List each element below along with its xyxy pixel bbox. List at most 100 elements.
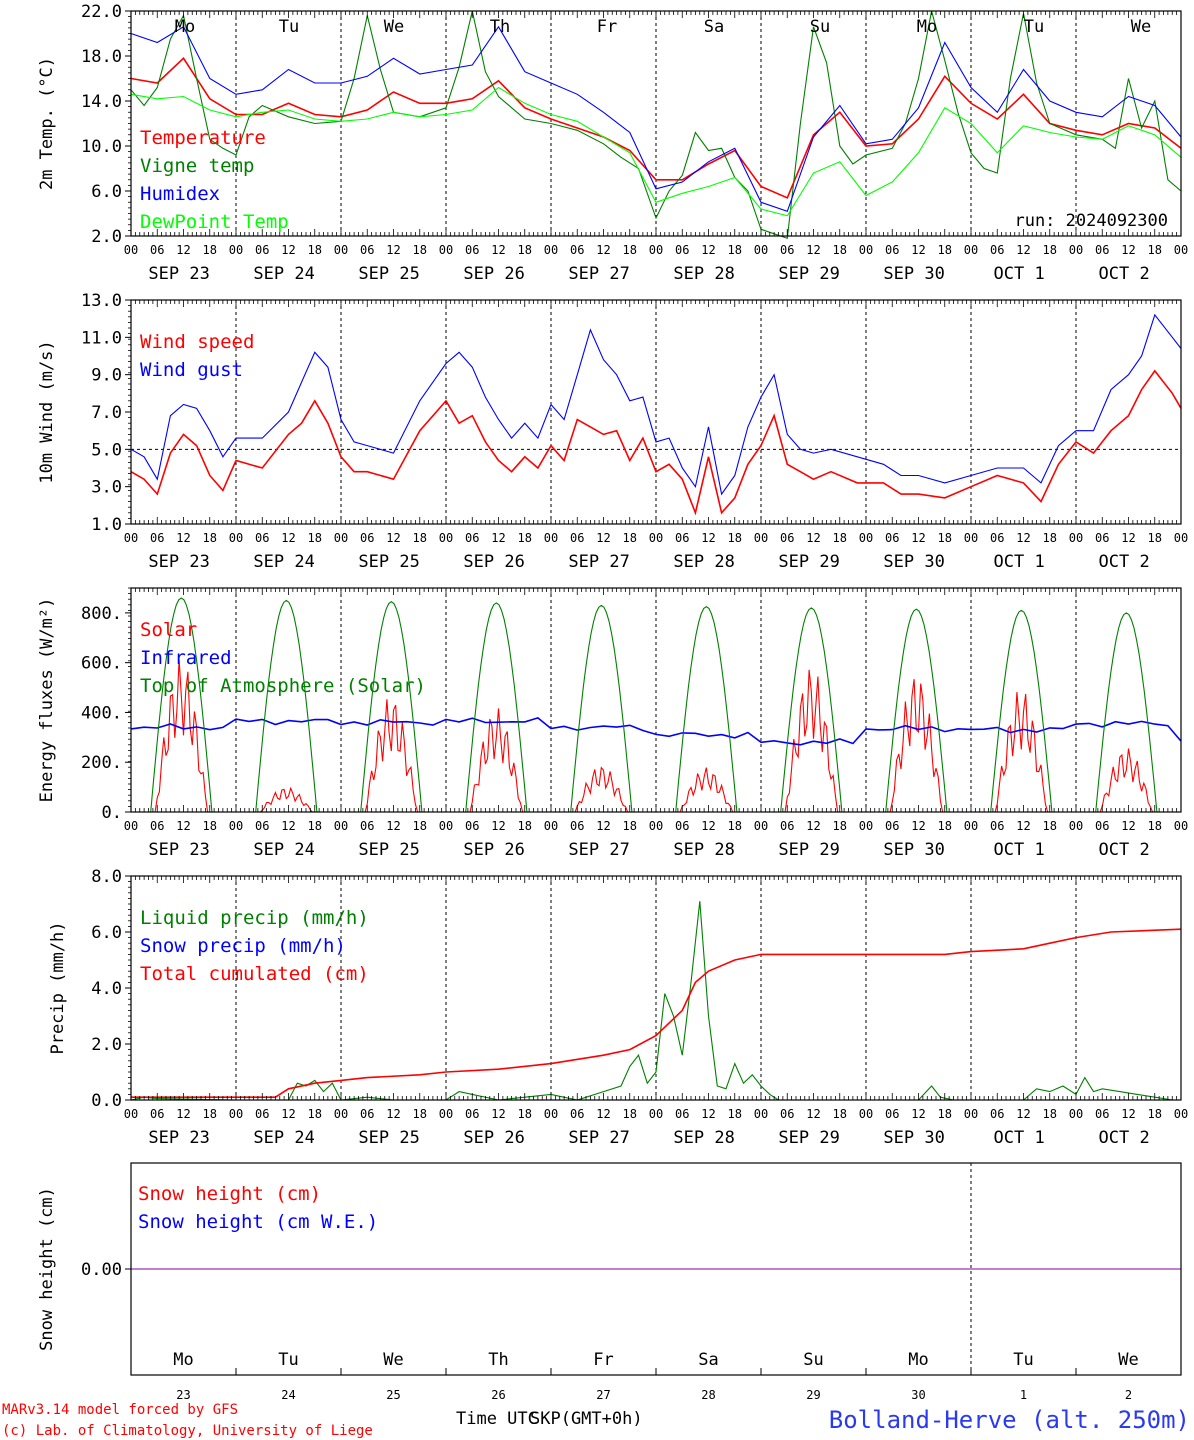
hour-tick-label: 00 <box>1069 243 1083 257</box>
legend-snow-precip: Snow precip (mm/h) <box>140 935 346 957</box>
hour-tick-label: 00 <box>334 243 348 257</box>
legend-humidex: Humidex <box>140 183 220 205</box>
hour-tick-label: 12 <box>491 819 505 833</box>
legend-liquid-precip: Liquid precip (mm/h) <box>140 907 369 929</box>
hour-tick-label: 06 <box>570 243 584 257</box>
y-tick-label: 7.0 <box>91 403 122 423</box>
hour-tick-label: 06 <box>465 243 479 257</box>
hour-tick-label: 18 <box>1148 819 1162 833</box>
hour-tick-label: 00 <box>754 819 768 833</box>
hour-tick-label: 12 <box>1121 819 1135 833</box>
y-tick-label: 18.0 <box>81 47 122 67</box>
hour-tick-label: 18 <box>518 243 532 257</box>
hour-tick-label: 00 <box>754 243 768 257</box>
date-label: SEP 25 <box>358 840 419 860</box>
hour-tick-label: 18 <box>833 819 847 833</box>
hour-tick-label: 12 <box>596 1107 610 1121</box>
hour-tick-label: 18 <box>413 1107 427 1121</box>
hour-tick-label: 18 <box>518 819 532 833</box>
time-axis-overlay: SKP(GMT+0h) <box>530 1409 643 1429</box>
hour-tick-label: 00 <box>649 1107 663 1121</box>
hour-tick-label: 12 <box>176 819 190 833</box>
panel-precip: 0.0 2.0 4.0 6.0 8.0 Precip (mm/h) 00 06 12 18 SEP … <box>48 867 1188 1148</box>
y-tick-label: 6.0 <box>91 182 122 202</box>
weekday-label: Mo <box>175 17 195 37</box>
date-label: SEP 29 <box>778 840 839 860</box>
date-label: SEP 23 <box>148 1128 209 1148</box>
date-label: SEP 24 <box>253 840 314 860</box>
weekday-label: Tu <box>279 17 299 37</box>
y-axis-label: Precip (mm/h) <box>48 921 68 1054</box>
hour-tick-label: 00 <box>649 819 663 833</box>
temperature-legend: Temperature Vigne temp Humidex DewPoint … <box>140 127 289 233</box>
hour-tick-label: 06 <box>255 1107 269 1121</box>
hour-tick-label: 06 <box>675 819 689 833</box>
hour-tick-label: 12 <box>911 819 925 833</box>
hour-tick-label: 00 <box>754 531 768 545</box>
y-tick-label: 8.0 <box>91 867 122 887</box>
date-label: OCT 2 <box>1099 552 1150 572</box>
hour-tick-label: 18 <box>938 243 952 257</box>
hour-tick-label: 00 <box>1069 1107 1083 1121</box>
day-number-label: 2 <box>1125 1388 1132 1402</box>
hour-tick-label: 12 <box>386 243 400 257</box>
hour-tick-label: 18 <box>938 531 952 545</box>
hour-tick-label: 12 <box>1016 1107 1030 1121</box>
hour-tick-label: 12 <box>1121 243 1135 257</box>
y-axis-label: Energy fluxes (W/m²) <box>37 598 57 803</box>
hour-tick-label: 00 <box>964 243 978 257</box>
hour-tick-label: 12 <box>176 531 190 545</box>
hour-tick-label: 18 <box>203 531 217 545</box>
hour-tick-label: 12 <box>806 819 820 833</box>
weekday-label: Fr <box>593 1350 613 1370</box>
y-tick-label: 0. <box>102 803 122 823</box>
panel-energy: 0. 200. 400. 600. 800. Energy fluxes (W/m²) 00… <box>37 587 1188 860</box>
hour-tick-label: 00 <box>859 819 873 833</box>
hour-tick-label: 12 <box>386 531 400 545</box>
hour-tick-label: 06 <box>885 1107 899 1121</box>
day-number-label: 26 <box>491 1388 505 1402</box>
hour-tick-label: 18 <box>203 1107 217 1121</box>
legend-dewpoint-temp: DewPoint Temp <box>140 211 289 233</box>
hour-tick-label: 00 <box>334 1107 348 1121</box>
hour-tick-label: 06 <box>885 243 899 257</box>
hour-tick-label: 18 <box>623 1107 637 1121</box>
hour-tick-label: 12 <box>491 1107 505 1121</box>
hour-tick-label: 00 <box>544 243 558 257</box>
hour-tick-label: 06 <box>570 819 584 833</box>
day-number-label: 1 <box>1020 1388 1027 1402</box>
hour-tick-label: 06 <box>675 531 689 545</box>
hour-tick-label: 00 <box>439 531 453 545</box>
hour-tick-label: 18 <box>728 819 742 833</box>
y-tick-label: 1.0 <box>91 515 122 535</box>
date-label: SEP 30 <box>883 1128 944 1148</box>
y-tick-label: 6.0 <box>91 923 122 943</box>
date-label: SEP 28 <box>673 264 734 284</box>
y-tick-label: 5.0 <box>91 440 122 460</box>
day-number-label: 27 <box>596 1388 610 1402</box>
series-line-wind-gust <box>130 313 1182 496</box>
hour-tick-label: 12 <box>701 243 715 257</box>
hour-tick-label: 12 <box>1016 243 1030 257</box>
hour-tick-label: 00 <box>1174 243 1188 257</box>
hour-tick-label: 18 <box>938 819 952 833</box>
hour-tick-label: 06 <box>1095 819 1109 833</box>
date-label: SEP 28 <box>673 1128 734 1148</box>
hour-tick-label: 18 <box>623 819 637 833</box>
hour-tick-label: 18 <box>1043 243 1057 257</box>
hour-tick-label: 18 <box>623 243 637 257</box>
y-tick-label: 2.0 <box>91 1035 122 1055</box>
hour-tick-label: 12 <box>386 1107 400 1121</box>
y-tick-label: 2.0 <box>91 227 122 247</box>
hour-tick-label: 12 <box>176 243 190 257</box>
legend-wind-gust: Wind gust <box>140 359 243 381</box>
hour-tick-label: 00 <box>124 531 138 545</box>
hour-tick-label: 12 <box>806 531 820 545</box>
hour-tick-label: 18 <box>518 531 532 545</box>
hour-tick-label: 00 <box>649 243 663 257</box>
hour-tick-label: 06 <box>465 1107 479 1121</box>
date-label: SEP 29 <box>778 264 839 284</box>
hour-tick-label: 00 <box>229 1107 243 1121</box>
hour-tick-label: 12 <box>596 531 610 545</box>
date-label: SEP 26 <box>463 840 524 860</box>
